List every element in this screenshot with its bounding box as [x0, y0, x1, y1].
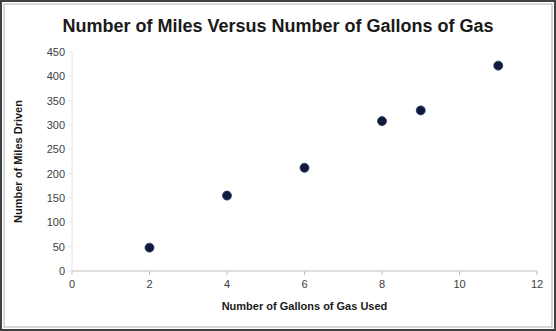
- x-tick: [537, 271, 538, 275]
- scatter-point: [223, 191, 232, 200]
- outer-frame: [1, 1, 555, 330]
- x-tick: [382, 271, 383, 275]
- x-tick-label: 4: [224, 278, 230, 290]
- chart-svg: Number of Miles Versus Number of Gallons…: [0, 0, 556, 331]
- y-tick: [68, 100, 72, 101]
- x-tick-label: 2: [146, 278, 152, 290]
- y-tick-label: 100: [47, 216, 65, 228]
- y-tick-label: 150: [47, 192, 65, 204]
- x-axis-label: Number of Gallons of Gas Used: [222, 300, 388, 312]
- x-tick-label: 8: [379, 278, 385, 290]
- x-tick-label: 0: [69, 278, 75, 290]
- chart-title: Number of Miles Versus Number of Gallons…: [62, 16, 493, 36]
- y-tick: [68, 125, 72, 126]
- y-axis-label: Number of Miles Driven: [12, 100, 24, 223]
- y-tick: [68, 52, 72, 53]
- x-tick: [304, 271, 305, 275]
- y-tick-label: 200: [47, 168, 65, 180]
- x-tick: [227, 271, 228, 275]
- inner-frame: [4, 4, 552, 327]
- y-tick: [68, 271, 72, 272]
- y-tick-label: 50: [53, 241, 65, 253]
- x-tick-label: 10: [453, 278, 465, 290]
- y-tick-label: 400: [47, 70, 65, 82]
- y-tick: [68, 246, 72, 247]
- chart-container: Number of Miles Versus Number of Gallons…: [0, 0, 556, 331]
- y-tick-label: 250: [47, 143, 65, 155]
- y-axis-line: [72, 52, 73, 271]
- y-tick-label: 0: [59, 265, 65, 277]
- scatter-point: [416, 106, 425, 115]
- x-tick: [459, 271, 460, 275]
- y-tick-label: 450: [47, 46, 65, 58]
- points-group: [145, 61, 503, 252]
- scatter-point: [300, 163, 309, 172]
- y-tick-label: 300: [47, 119, 65, 131]
- y-tick-label: 350: [47, 95, 65, 107]
- y-tick: [68, 149, 72, 150]
- x-tick-label: 6: [301, 278, 307, 290]
- x-tick: [149, 271, 150, 275]
- scatter-point: [145, 243, 154, 252]
- y-tick: [68, 76, 72, 77]
- y-tick: [68, 198, 72, 199]
- scatter-point: [378, 117, 387, 126]
- scatter-point: [494, 61, 503, 70]
- y-tick: [68, 222, 72, 223]
- x-tick-label: 12: [531, 278, 543, 290]
- y-tick: [68, 173, 72, 174]
- x-tick: [72, 271, 73, 275]
